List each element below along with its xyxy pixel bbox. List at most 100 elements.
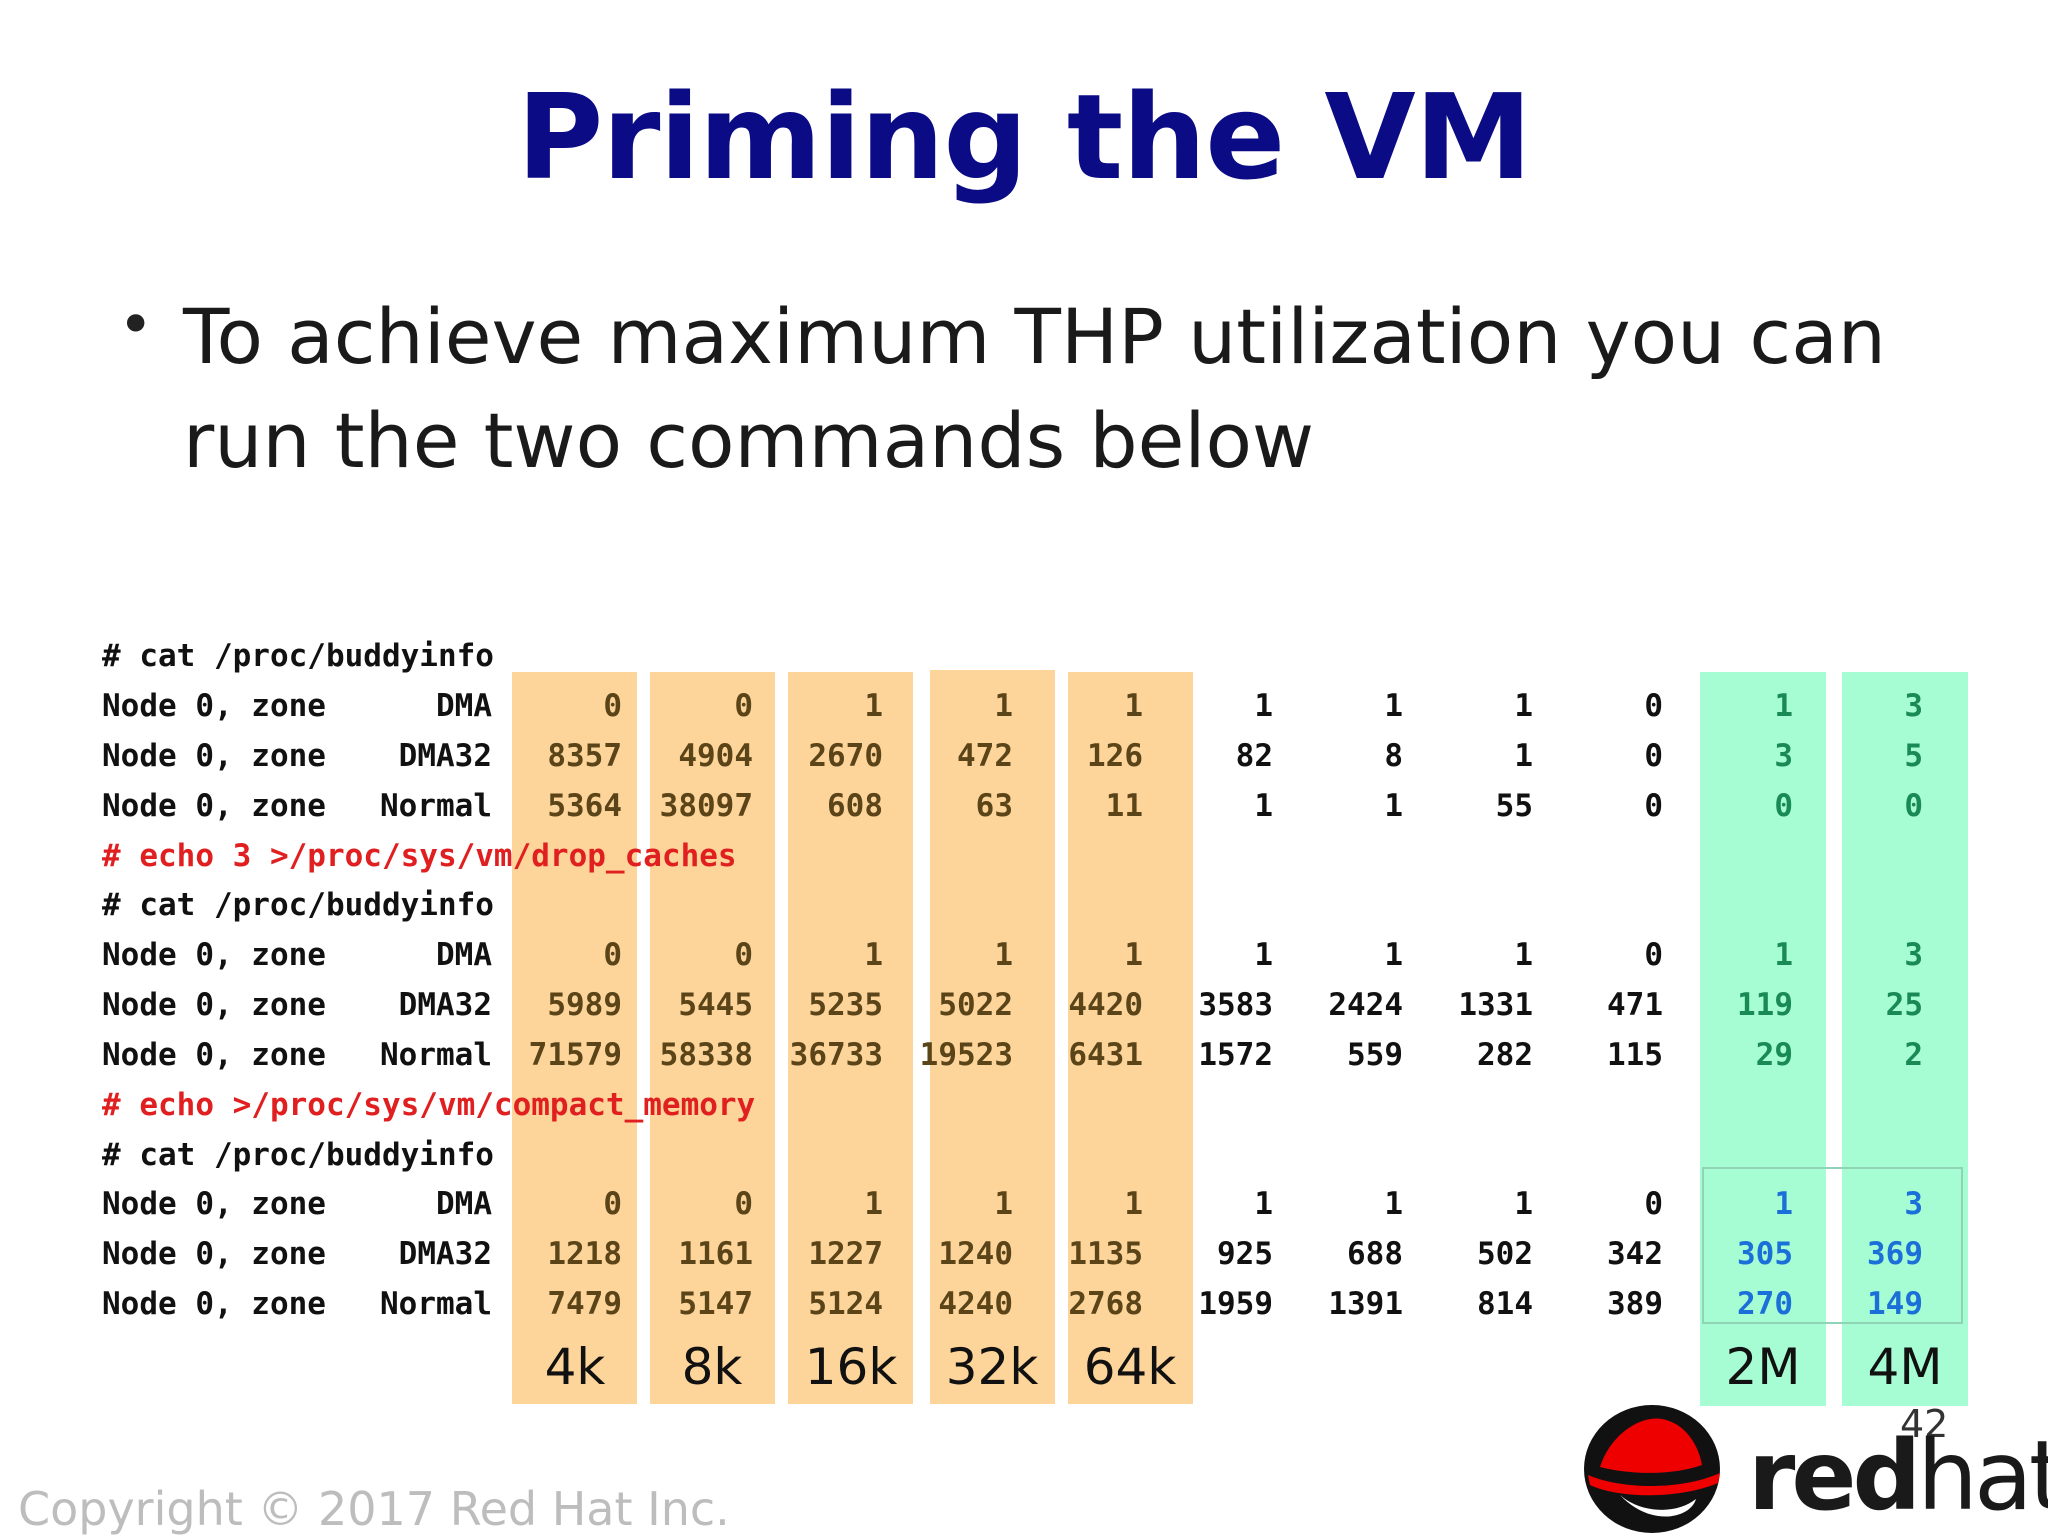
buddy-count-cell: 63: [975, 788, 1013, 824]
buddy-count-cell: 0: [1644, 688, 1663, 724]
page-number: 42: [1900, 1402, 1949, 1446]
buddy-count-cell: 149: [1867, 1286, 1923, 1322]
buddy-count-cell: 1391: [1328, 1286, 1403, 1322]
buddy-count-cell: 342: [1607, 1236, 1663, 1272]
buddy-count-cell: 3: [1774, 738, 1793, 774]
buddy-count-cell: 1161: [678, 1236, 753, 1272]
buddy-count-cell: 270: [1737, 1286, 1793, 1322]
buddy-count-cell: 5147: [678, 1286, 753, 1322]
buddy-count-cell: 471: [1607, 987, 1663, 1023]
buddy-count-cell: 1: [1514, 1186, 1533, 1222]
buddy-count-cell: 1: [1254, 937, 1273, 973]
buddy-count-cell: 1572: [1198, 1037, 1273, 1073]
buddy-count-cell: 0: [1644, 788, 1663, 824]
buddy-count-cell: 1959: [1198, 1286, 1273, 1322]
buddy-count-cell: 0: [603, 937, 622, 973]
buddy-count-cell: 2424: [1328, 987, 1403, 1023]
buddy-count-cell: 4420: [1068, 987, 1143, 1023]
buddy-count-cell: 126: [1087, 738, 1143, 774]
buddy-count-cell: 1: [1254, 688, 1273, 724]
buddy-count-cell: 5235: [808, 987, 883, 1023]
buddy-count-cell: 925: [1217, 1236, 1273, 1272]
zone-name: DMA32: [398, 738, 492, 774]
band-4k: [512, 672, 637, 1404]
row-prefix: Node 0, zone: [102, 688, 326, 724]
buddy-count-cell: 29: [1755, 1037, 1793, 1073]
buddy-count-cell: 1: [1124, 688, 1143, 724]
buddy-count-cell: 5022: [938, 987, 1013, 1023]
buddy-count-cell: 0: [1904, 788, 1923, 824]
buddy-count-cell: 71579: [528, 1037, 622, 1073]
buddy-count-cell: 1: [1384, 1186, 1403, 1222]
buddy-count-cell: 82: [1235, 738, 1273, 774]
buddy-count-cell: 1135: [1068, 1236, 1143, 1272]
buddy-count-cell: 25: [1885, 987, 1923, 1023]
row-prefix: Node 0, zone: [102, 987, 326, 1023]
buddy-count-cell: 1: [864, 937, 883, 973]
zone-name: DMA: [436, 1186, 492, 1222]
buddy-count-cell: 282: [1477, 1037, 1533, 1073]
buddy-count-cell: 0: [1644, 937, 1663, 973]
buddy-count-cell: 0: [603, 1186, 622, 1222]
buddy-count-cell: 1: [1774, 688, 1793, 724]
size-label-4m: 4M: [1867, 1338, 1943, 1396]
zone-name: Normal: [380, 788, 492, 824]
zone-name: Normal: [380, 1037, 492, 1073]
buddy-count-cell: 2: [1904, 1037, 1923, 1073]
buddy-count-cell: 5989: [547, 987, 622, 1023]
row-prefix: Node 0, zone: [102, 937, 326, 973]
buddy-count-cell: 1: [1384, 788, 1403, 824]
buddy-count-cell: 0: [1774, 788, 1793, 824]
row-prefix: Node 0, zone: [102, 738, 326, 774]
buddy-count-cell: 4240: [938, 1286, 1013, 1322]
buddy-count-cell: 0: [734, 937, 753, 973]
buddy-count-cell: 3: [1904, 937, 1923, 973]
buddy-count-cell: 472: [957, 738, 1013, 774]
buddy-count-cell: 55: [1495, 788, 1533, 824]
zone-name: DMA32: [398, 987, 492, 1023]
band-8k: [650, 672, 775, 1404]
zone-name: DMA: [436, 937, 492, 973]
redhat-shadowman-icon: [1584, 1405, 1720, 1533]
buddy-count-cell: 0: [1644, 1186, 1663, 1222]
buddy-count-cell: 1227: [808, 1236, 883, 1272]
buddy-count-cell: 1: [1774, 937, 1793, 973]
buddy-count-cell: 4904: [678, 738, 753, 774]
buddy-count-cell: 3: [1904, 1186, 1923, 1222]
band-2m: [1700, 672, 1826, 1406]
band-32k: [930, 670, 1055, 1404]
bullet-text: To achieve maximum THP utilization you c…: [183, 292, 1886, 485]
compacted-highlight-box: [1702, 1167, 1963, 1324]
command-cat-3: # cat /proc/buddyinfo: [102, 1137, 494, 1173]
command-cat-2: # cat /proc/buddyinfo: [102, 887, 494, 923]
buddy-count-cell: 0: [603, 688, 622, 724]
buddy-count-cell: 1: [1384, 937, 1403, 973]
row-prefix: Node 0, zone: [102, 1186, 326, 1222]
command-drop-caches: # echo 3 >/proc/sys/vm/drop_caches: [102, 838, 737, 874]
buddy-count-cell: 0: [1644, 738, 1663, 774]
buddy-count-cell: 8357: [547, 738, 622, 774]
buddy-count-cell: 1: [1514, 738, 1533, 774]
buddy-count-cell: 5124: [808, 1286, 883, 1322]
row-prefix: Node 0, zone: [102, 788, 326, 824]
buddy-count-cell: 1: [1254, 1186, 1273, 1222]
buddy-count-cell: 1: [864, 1186, 883, 1222]
buddy-count-cell: 1: [1514, 937, 1533, 973]
logo-part-hat: hat: [1917, 1420, 2048, 1532]
size-label-64k: 64k: [1083, 1338, 1177, 1396]
buddy-count-cell: 38097: [659, 788, 753, 824]
band-64k: [1068, 672, 1193, 1404]
buddy-count-cell: 115: [1607, 1037, 1663, 1073]
buddy-count-cell: 305: [1737, 1236, 1793, 1272]
slide-title: Priming the VM: [516, 68, 1532, 206]
size-label-2m: 2M: [1725, 1338, 1801, 1396]
buddy-count-cell: 559: [1347, 1037, 1403, 1073]
zone-name: DMA32: [398, 1236, 492, 1272]
buddy-count-cell: 58338: [659, 1037, 753, 1073]
buddy-count-cell: 1: [1124, 937, 1143, 973]
buddy-count-cell: 0: [734, 1186, 753, 1222]
bullet-marker: •: [118, 290, 154, 360]
size-label-8k: 8k: [681, 1338, 743, 1396]
redhat-wordmark: redhat.: [1748, 1420, 2048, 1532]
buddy-count-cell: 11: [1105, 788, 1143, 824]
